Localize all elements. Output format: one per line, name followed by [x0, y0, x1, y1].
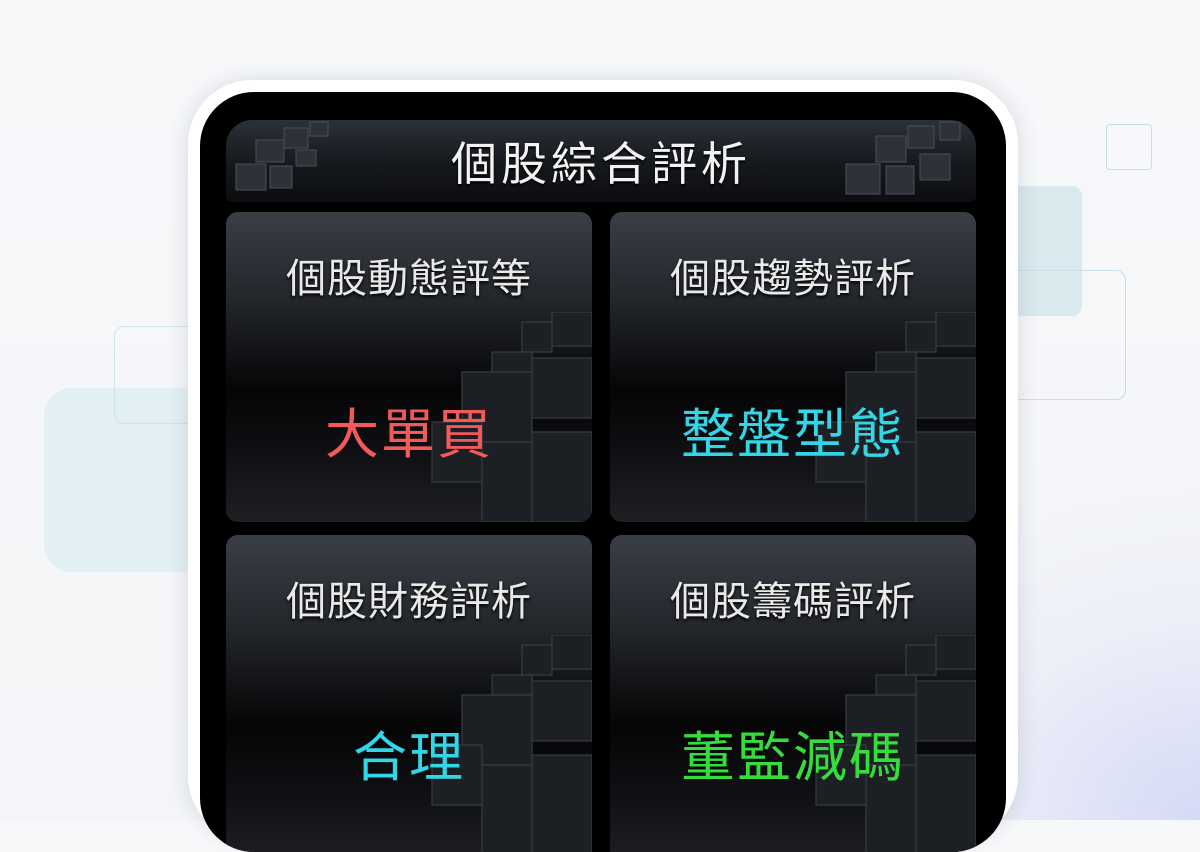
- page-title: 個股綜合評析: [451, 137, 751, 191]
- tile-value: 整盤型態: [681, 403, 905, 466]
- tile-trend-analysis[interactable]: 個股趨勢評析 整盤型態: [610, 212, 976, 522]
- cubes-decoration-icon: [845, 121, 961, 195]
- cubes-decoration-icon: [235, 121, 329, 191]
- phone-frame: 個股綜合評析 個股動態評等 大單買: [188, 80, 1018, 852]
- phone-screen: 個股綜合評析 個股動態評等 大單買: [200, 92, 1006, 852]
- tile-chips-analysis[interactable]: 個股籌碼評析 董監減碼: [610, 535, 976, 852]
- tile-title: 個股趨勢評析: [670, 256, 916, 302]
- tile-title: 個股動態評等: [286, 256, 532, 302]
- app-header: 個股綜合評析: [226, 120, 976, 202]
- cubes-decoration-icon: [431, 635, 592, 852]
- tile-value: 董監減碼: [681, 726, 905, 789]
- tile-value: 合理: [353, 726, 465, 789]
- tile-dynamic-rating[interactable]: 個股動態評等 大單買: [226, 212, 592, 522]
- background-decoration: [1106, 124, 1152, 170]
- tile-title: 個股籌碼評析: [670, 579, 916, 625]
- tile-title: 個股財務評析: [286, 579, 532, 625]
- cubes-decoration-icon: [431, 312, 592, 522]
- tile-financial-analysis[interactable]: 個股財務評析 合理: [226, 535, 592, 852]
- tile-value: 大單買: [325, 403, 493, 466]
- cubes-decoration-icon: [815, 312, 976, 522]
